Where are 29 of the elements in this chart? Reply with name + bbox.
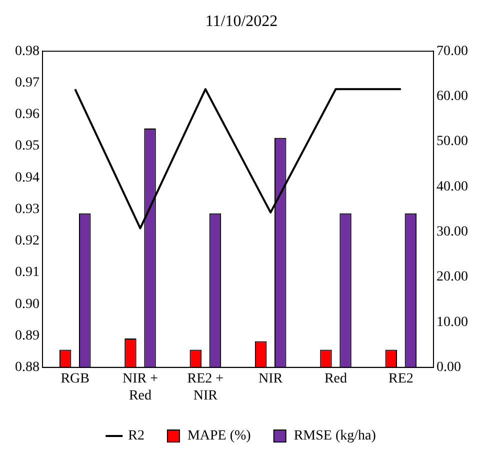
y2-tick-label: 70.00 (436, 44, 468, 59)
y2-tick-label: 30.00 (436, 224, 468, 240)
y2-tick-label: 10.00 (436, 314, 468, 330)
y2-tick-label: 60.00 (436, 89, 468, 104)
y-tick-label: 0.93 (15, 202, 40, 217)
legend-label: R2 (128, 428, 144, 444)
y2-tick-label: 40.00 (436, 179, 468, 194)
legend-label: RMSE (kg/ha) (294, 428, 376, 444)
x-tick-label: NIR + Red (122, 371, 158, 404)
y2-tick-label: 0.00 (436, 360, 461, 376)
legend-label: MAPE (%) (187, 428, 252, 444)
x-tick-label: RE2 + NIR (187, 371, 224, 404)
x-tick-label: RGB (60, 371, 90, 386)
y-tick-label: 0.91 (15, 265, 40, 280)
y-tick-label: 0.98 (15, 44, 40, 59)
chart-title: 11/10/2022 (205, 12, 278, 30)
y-tick-label: 0.96 (15, 107, 40, 122)
y-tick-label: 0.90 (15, 296, 40, 312)
x-tick-label: RE2 (388, 371, 414, 386)
x-tick-label: Red (324, 371, 348, 386)
y-tick-label: 0.97 (15, 75, 40, 90)
y2-tick-label: 50.00 (436, 134, 468, 150)
y-tick-label: 0.94 (15, 170, 40, 186)
y-tick-label: 0.92 (15, 234, 40, 249)
y-tick-label: 0.95 (15, 138, 40, 154)
x-tick-label: NIR (258, 371, 284, 386)
y-tick-label: 0.88 (15, 360, 40, 376)
y-tick-label: 0.89 (15, 328, 40, 344)
y2-tick-label: 20.00 (436, 270, 468, 285)
